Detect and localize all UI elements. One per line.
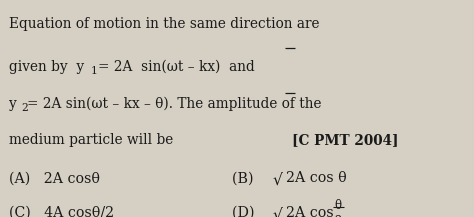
Text: medium particle will be: medium particle will be: [9, 133, 174, 148]
Text: = 2A sin(ωt – kx – θ). The amplitude of the: = 2A sin(ωt – kx – θ). The amplitude of …: [27, 97, 322, 111]
Text: 1: 1: [91, 66, 98, 76]
Text: (C)   4A cosθ/2: (C) 4A cosθ/2: [9, 206, 115, 217]
Text: y: y: [9, 97, 17, 111]
Text: √: √: [273, 206, 283, 217]
Text: 2A cos: 2A cos: [286, 206, 334, 217]
Text: 2A cos θ: 2A cos θ: [286, 171, 347, 186]
Text: 2: 2: [21, 103, 27, 113]
Text: 2: 2: [335, 215, 342, 217]
Text: (D): (D): [232, 206, 268, 217]
Text: = 2A  sin(ωt – kx)  and: = 2A sin(ωt – kx) and: [98, 60, 255, 74]
Text: Equation of motion in the same direction are: Equation of motion in the same direction…: [9, 17, 320, 31]
Text: (A)   2A cosθ: (A) 2A cosθ: [9, 171, 100, 186]
Text: √: √: [273, 171, 283, 188]
Text: [C PMT 2004]: [C PMT 2004]: [292, 133, 398, 148]
Text: θ: θ: [335, 199, 342, 212]
Text: given by  y: given by y: [9, 60, 84, 74]
Text: (B): (B): [232, 171, 267, 186]
